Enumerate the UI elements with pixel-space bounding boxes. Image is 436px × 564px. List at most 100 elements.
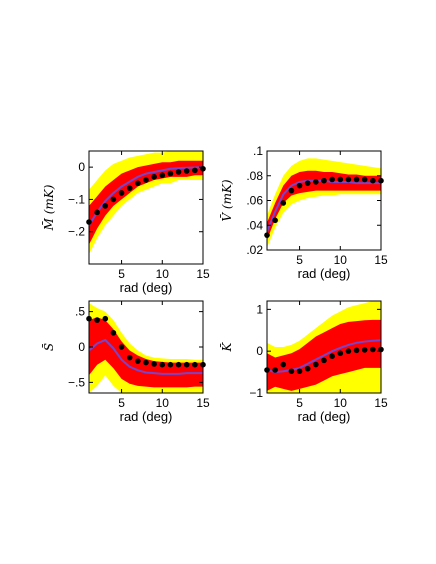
x-tick-label: 15 (374, 396, 388, 410)
data-point (304, 180, 311, 186)
data-point (353, 347, 360, 354)
data-point (143, 359, 149, 366)
x-axis-label: rad (deg) (298, 266, 351, 281)
data-point (183, 168, 190, 174)
x-tick-label: 5 (118, 267, 125, 281)
data-point (126, 185, 133, 191)
plot-area (89, 151, 203, 255)
data-point (94, 209, 100, 216)
x-axis-label: rad (deg) (120, 280, 173, 295)
x-tick-label: 10 (156, 267, 170, 281)
y-tick-label: −.5 (68, 375, 85, 389)
data-point (280, 361, 287, 368)
data-point (345, 348, 352, 354)
data-point (167, 170, 174, 177)
y-tick-label: .02 (246, 243, 263, 257)
x-axis-label: rad (deg) (298, 409, 351, 424)
x-tick-label: 5 (118, 396, 125, 410)
y-axis-label: K̄ (219, 341, 234, 352)
y-tick-label: 1 (256, 302, 263, 316)
data-point (167, 361, 174, 368)
plot-area (267, 301, 381, 393)
data-point (321, 177, 327, 184)
data-point (110, 330, 117, 336)
y-tick-label: .04 (246, 218, 263, 232)
y-tick-label: 0 (78, 160, 85, 174)
data-point (159, 361, 166, 368)
y-tick-label: −1 (249, 386, 263, 400)
data-point (313, 179, 319, 185)
x-tick-label: 15 (374, 253, 388, 267)
inner-band (89, 160, 203, 245)
data-point (361, 347, 368, 353)
y-tick-label: .1 (253, 144, 263, 158)
data-point (110, 196, 117, 203)
data-point (102, 315, 109, 322)
plot-area (89, 303, 203, 393)
data-point (135, 358, 141, 364)
data-point (370, 177, 376, 184)
panel-1: 5 10 15 0 −.1 −.2 rad (deg) M̄ (mK) (41, 150, 210, 295)
data-point (337, 176, 344, 183)
data-point (313, 361, 319, 368)
inner-band (267, 170, 381, 241)
inner-band (89, 317, 203, 388)
x-tick-label: 15 (196, 396, 210, 410)
panel-3: 5 10 15 .5 0 −.5 rad (deg) S̄ (41, 300, 210, 424)
x-axis-label: rad (deg) (120, 409, 173, 424)
data-point (151, 361, 157, 367)
data-point (183, 361, 190, 368)
axes-frame (266, 300, 382, 394)
y-tick-label: .08 (246, 169, 263, 183)
data-point (329, 353, 335, 360)
y-tick-label: −.1 (68, 192, 85, 206)
data-point (370, 346, 376, 353)
y-tick-label: −.2 (68, 225, 85, 239)
mean-line (89, 338, 203, 375)
data-point (126, 354, 133, 361)
data-point (102, 203, 109, 209)
data-point (151, 174, 157, 180)
data-point (143, 177, 149, 183)
y-axis-label: V̄ (mK) (219, 179, 234, 222)
data-point (159, 172, 166, 179)
y-tick-label: 0 (78, 340, 85, 354)
y-axis-label: S̄ (41, 343, 56, 351)
data-point (192, 361, 198, 368)
data-point (321, 357, 327, 364)
x-tick-label: 5 (296, 253, 303, 267)
y-tick-label: .5 (75, 305, 85, 319)
data-point (280, 200, 287, 206)
data-point (345, 176, 352, 183)
x-tick-label: 5 (296, 396, 303, 410)
x-tick-label: 10 (156, 396, 170, 410)
data-point (175, 361, 182, 368)
x-tick-label: 10 (334, 396, 348, 410)
data-point (118, 344, 125, 350)
data-point (94, 317, 100, 323)
data-point (288, 187, 295, 194)
data-point (272, 217, 278, 224)
x-tick-label: 10 (334, 253, 348, 267)
data-point (353, 176, 360, 183)
data-point (304, 365, 311, 372)
data-point (337, 350, 344, 357)
data-point (272, 367, 278, 373)
data-point (296, 182, 303, 189)
data-point (118, 190, 125, 196)
x-tick-label: 15 (196, 267, 210, 281)
y-tick-label: 0 (256, 344, 263, 358)
mean-line (267, 339, 381, 374)
panel-2: 5 10 15 .02 .04 .06 .08 .1 rad (deg) V̄ (mK) (219, 144, 388, 281)
data-point (296, 368, 303, 375)
data-point (135, 180, 141, 187)
data-point (192, 167, 198, 174)
y-tick-label: .06 (246, 194, 263, 208)
data-point (175, 169, 182, 175)
axes-frame (88, 150, 204, 265)
mean-line (89, 166, 203, 226)
data-point (361, 176, 368, 183)
data-point (329, 176, 335, 183)
